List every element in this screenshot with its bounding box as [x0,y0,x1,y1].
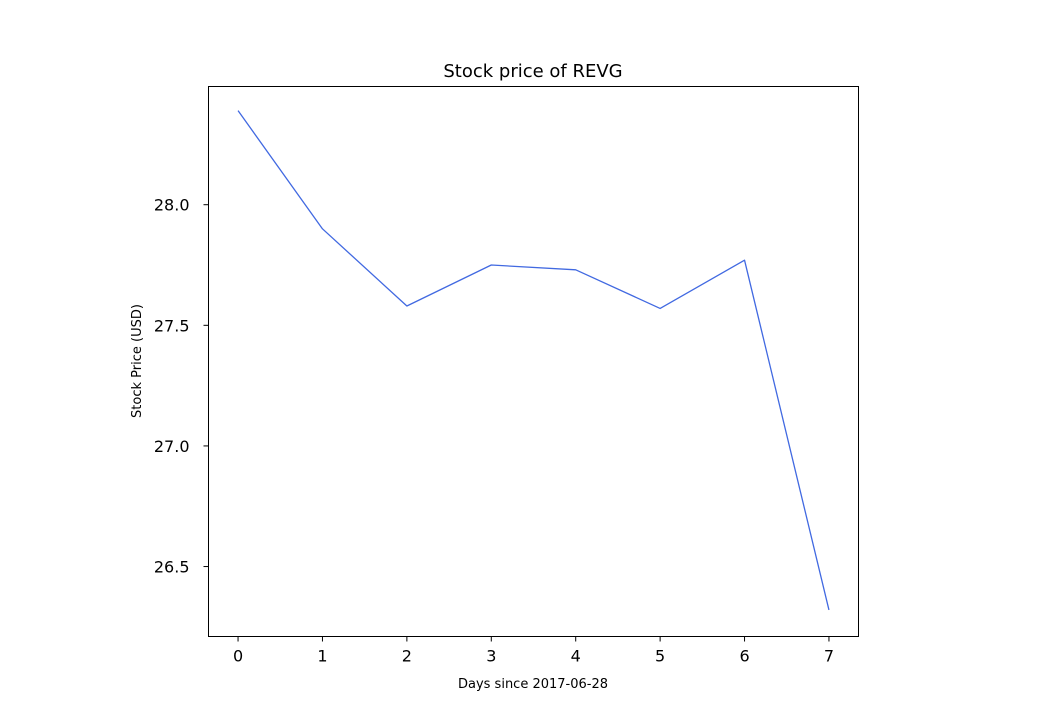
y-tick-label: 26.5 [154,558,190,577]
y-tick-label: 27.0 [154,437,190,456]
x-tick-label: 0 [233,647,243,666]
x-tick-label: 7 [824,647,834,666]
x-tick-label: 1 [317,647,327,666]
y-tick-label: 28.0 [154,196,190,215]
plot-area-frame [208,86,859,637]
y-axis: 26.5 27.0 27.5 28.0 [154,196,209,577]
x-axis: 0 1 2 3 4 5 6 7 [233,636,834,666]
y-axis-label: Stock Price (USD) [130,304,145,418]
x-tick-label: 4 [571,647,581,666]
series-layer [237,110,830,611]
x-tick-label: 6 [739,647,749,666]
x-axis-label: Days since 2017-06-28 [458,677,608,692]
x-tick-label: 5 [655,647,665,666]
chart-title: Stock price of REVG [443,61,622,82]
y-tick-label: 27.5 [154,316,190,335]
x-tick-label: 3 [486,647,496,666]
price-series-line [237,110,830,611]
x-tick-label: 2 [402,647,412,666]
